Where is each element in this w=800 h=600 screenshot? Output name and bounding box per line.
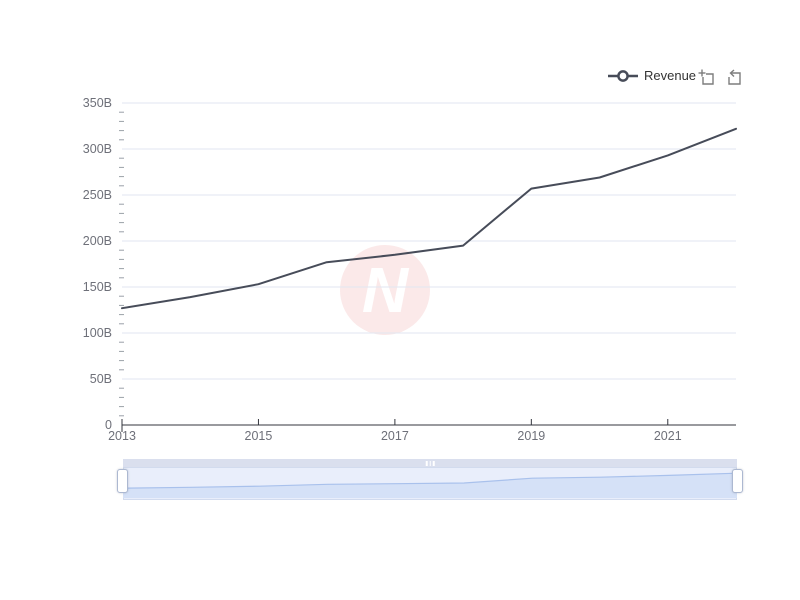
y-axis-tick-label: 100B [83, 326, 112, 340]
legend-line-marker-icon [608, 70, 638, 82]
y-axis-tick-label: 0 [105, 418, 112, 432]
datazoom-data-shadow-line [123, 472, 737, 489]
x-axis-tick-label: 2013 [108, 429, 136, 443]
data-zoom-icon[interactable] [697, 69, 715, 87]
y-axis-tick-label: 350B [83, 96, 112, 110]
datazoom-left-handle[interactable] [117, 469, 128, 493]
legend: Revenue [608, 67, 696, 85]
datazoom-slider[interactable] [117, 459, 743, 500]
y-axis-tick-label: 150B [83, 280, 112, 294]
y-axis-tick-label: 250B [83, 188, 112, 202]
y-axis-tick-label: 300B [83, 142, 112, 156]
y-axis-tick-label: 200B [83, 234, 112, 248]
watermark-circle-icon [340, 245, 430, 335]
restore-icon[interactable] [724, 69, 742, 87]
x-axis-tick-label: 2015 [245, 429, 273, 443]
toolbox [697, 69, 742, 87]
watermark-logo: N [340, 245, 430, 335]
x-axis-tick-label: 2017 [381, 429, 409, 443]
datazoom-move-grip-icon[interactable] [425, 461, 435, 466]
watermark-letter: N [362, 254, 410, 326]
datazoom-data-shadow-area [123, 473, 737, 498]
y-axis-tick-label: 50B [90, 372, 112, 386]
revenue-series-line[interactable] [121, 127, 737, 310]
legend-item-label: Revenue [644, 68, 697, 83]
datazoom-right-handle[interactable] [732, 469, 743, 493]
x-axis-tick-label: 2021 [654, 429, 682, 443]
x-axis-tick-label: 2019 [517, 429, 545, 443]
legend-item-revenue[interactable]: Revenue [608, 67, 696, 85]
